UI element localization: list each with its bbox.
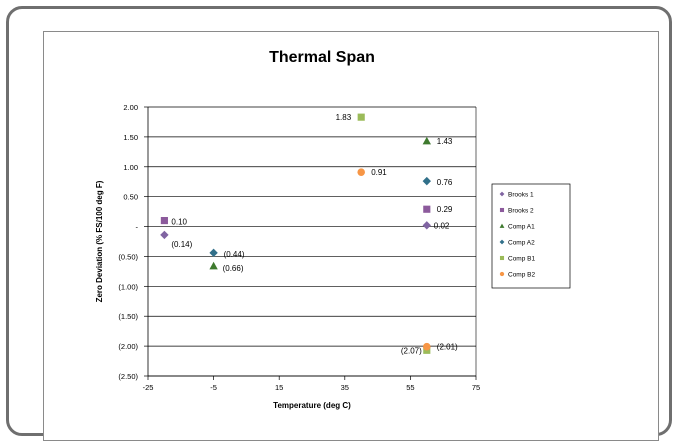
data-label: (0.44) [224,250,245,259]
data-point-brooks-2 [423,205,431,213]
y-tick-label: (0.50) [118,252,138,261]
legend-marker [499,239,505,245]
chart-title: Thermal Span [269,49,375,66]
legend-entry: Comp B2 [508,272,535,279]
data-label: 1.43 [437,137,453,146]
data-label: 0.29 [437,205,453,214]
data-point-comp-a1 [209,261,218,270]
data-point-comp-b1 [357,113,365,121]
legend-entry: Brooks 1 [508,192,534,199]
y-tick-label: (2.50) [118,372,138,381]
legend-marker [499,191,505,197]
data-label: 0.91 [371,168,387,177]
legend-box [491,183,571,289]
x-tick-label: 55 [406,383,414,392]
data-label: (0.66) [223,264,244,273]
y-tick-label: (2.00) [118,342,138,351]
y-tick-label: (1.50) [118,312,138,321]
x-tick-label: -5 [210,383,217,392]
data-point-comp-b2 [423,342,431,351]
legend-entry: Comp A1 [508,224,535,231]
x-tick-label: 15 [275,383,283,392]
legend-marker [499,223,505,228]
chart-outer-frame: Thermal Span 2.00 1.50 1.00 0.50 - (0.50) (1.00… [6,6,672,441]
y-tick-label: 0.50 [123,193,138,202]
y-tick-label: 1.00 [123,163,138,172]
data-point-comp-a2 [422,176,431,186]
data-point-comp-a2 [209,248,218,258]
legend-marker [499,271,505,277]
x-axis-title: Temperature (deg C) [273,401,351,410]
legend-marker [499,207,505,213]
data-label: 0.76 [437,178,453,187]
y-tick-label: 2.00 [123,103,138,112]
data-point-comp-b2 [357,168,365,176]
data-label: (2.01) [437,343,458,352]
legend-entry: Brooks 2 [508,208,534,215]
legend-marker [499,255,505,261]
data-label: (2.07) [401,346,422,355]
scatter-chart: Thermal Span 2.00 1.50 1.00 0.50 - (0.50) (1.00… [95,49,571,410]
data-label: 0.10 [171,218,187,227]
y-axis-title: Zero Deviation (% FS/100 deg F) [95,180,104,302]
legend-entry: Comp B1 [508,256,535,263]
data-label: 0.02 [434,221,450,230]
data-point-brooks-1 [422,221,431,230]
legend-entry: Comp A2 [508,240,535,247]
data-label: 1.83 [336,113,352,122]
data-point-comp-a1 [422,136,431,145]
x-tick-label: 75 [472,383,480,392]
y-tick-label: - [136,223,139,232]
y-tick-label: (1.00) [118,282,138,291]
x-tick-label: 35 [341,383,349,392]
data-point-brooks-2 [160,217,168,225]
x-tick-label: -25 [143,383,154,392]
chart-area: Thermal Span 2.00 1.50 1.00 0.50 - (0.50) (1.00… [43,31,659,441]
data-label: (0.14) [171,240,192,249]
data-point-brooks-1 [160,230,169,240]
y-tick-label: 1.50 [123,133,138,142]
